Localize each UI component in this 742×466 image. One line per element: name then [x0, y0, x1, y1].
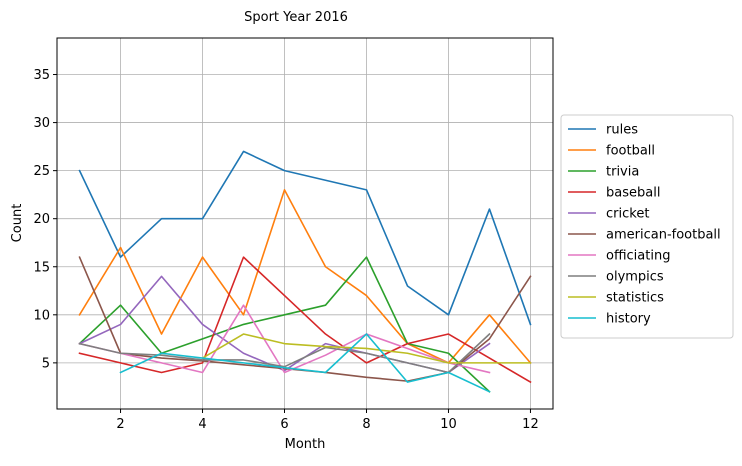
series-line-baseball [78, 256, 532, 384]
legend-label-statistics: statistics [606, 291, 664, 306]
series-line-football [78, 189, 532, 364]
y-tick-label: 10 [33, 308, 50, 323]
y-axis-ticks: 5 10 15 20 25 30 35 [33, 68, 57, 371]
legend-label-rules: rules [606, 123, 638, 138]
legend-label-american-football: american-football [606, 228, 721, 243]
x-tick-label: 8 [362, 417, 370, 432]
x-tick-label: 2 [116, 417, 124, 432]
legend: rules football trivia baseball cricket americ… [560, 114, 734, 339]
legend-label-officiating: officiating [606, 249, 670, 264]
legend-label-history: history [606, 312, 651, 327]
chart-title: Sport Year 2016 [244, 10, 348, 25]
x-axis-ticks: 2 4 6 8 10 12 [116, 409, 539, 432]
y-tick-label: 30 [33, 116, 50, 131]
series-line-statistics [201, 333, 532, 364]
legend-items: rules football trivia baseball cricket americ… [568, 123, 721, 327]
series-line-olympics [78, 332, 491, 374]
legend-label-baseball: baseball [606, 186, 660, 201]
plot-frame [56, 37, 554, 410]
x-tick-label: 10 [440, 417, 457, 432]
y-tick-label: 20 [33, 212, 50, 227]
series-lines [78, 150, 532, 393]
legend-label-football: football [606, 144, 655, 159]
y-tick-label: 25 [33, 164, 50, 179]
legend-label-trivia: trivia [606, 165, 639, 180]
y-tick-label: 35 [33, 68, 50, 83]
legend-label-olympics: olympics [606, 270, 664, 285]
legend-box [560, 114, 734, 339]
series-line-trivia [78, 256, 491, 393]
x-tick-label: 4 [198, 417, 206, 432]
series-line-history [119, 333, 491, 393]
legend-label-cricket: cricket [606, 207, 649, 222]
y-axis-label: Count [10, 204, 25, 243]
y-tick-label: 5 [42, 356, 50, 371]
x-tick-label: 6 [280, 417, 288, 432]
series-line-rules [78, 150, 532, 326]
x-tick-label: 12 [522, 417, 539, 432]
x-axis-label: Month [285, 437, 326, 452]
y-tick-label: 15 [33, 260, 50, 275]
grid-lines [57, 38, 553, 409]
